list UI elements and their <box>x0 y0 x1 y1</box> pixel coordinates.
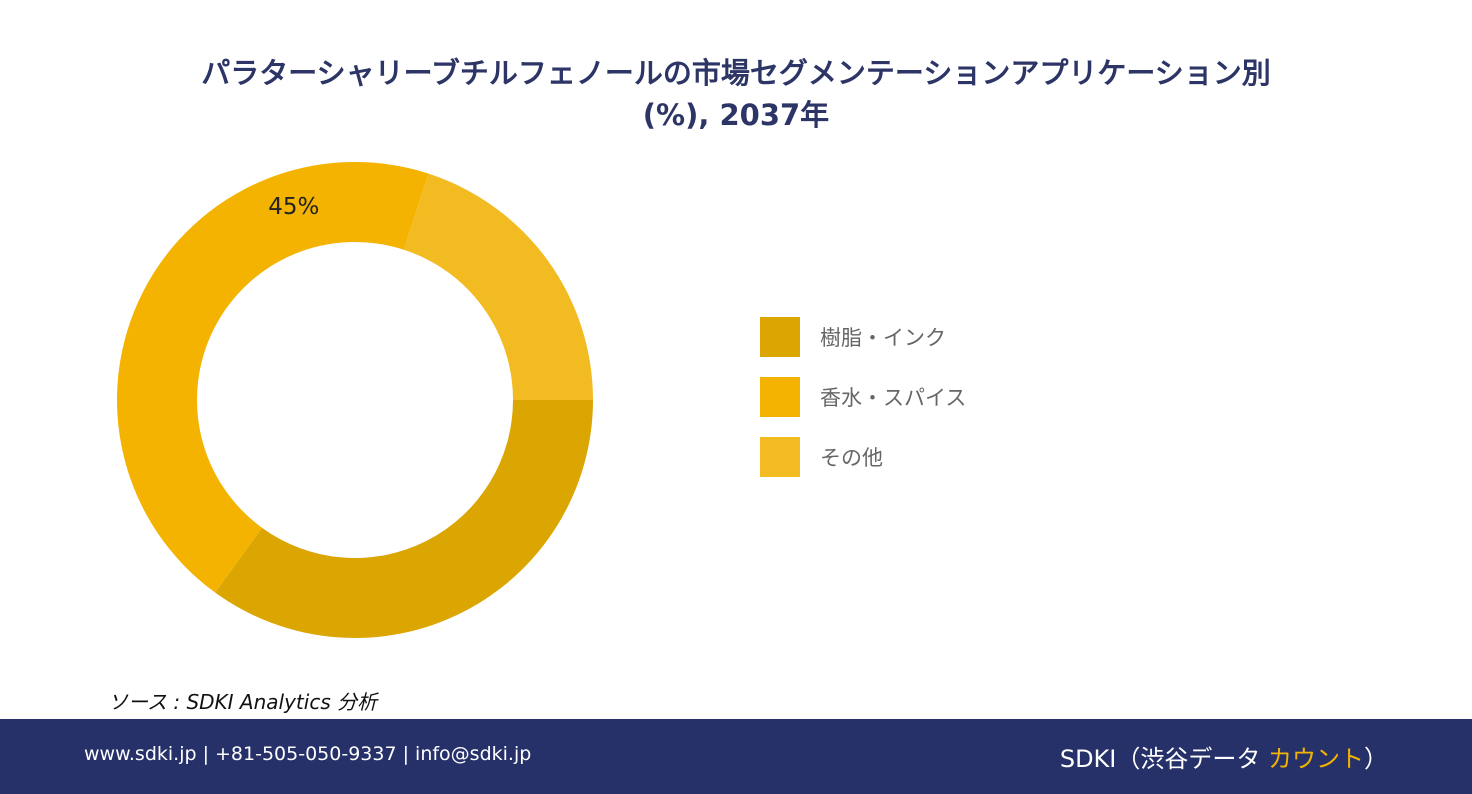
footer-brand-accent: カウント <box>1268 745 1364 773</box>
legend-swatch <box>760 317 800 357</box>
donut-slices <box>116 161 593 638</box>
legend-item-2[interactable]: 香水・スパイス <box>760 377 966 417</box>
donut-chart: 45% <box>116 161 593 638</box>
footer-contact[interactable]: www.sdki.jp | +81-505-050-9337 | info@sd… <box>84 743 532 765</box>
legend-label: その他 <box>820 446 883 470</box>
legend-label: 樹脂・インク <box>820 326 946 350</box>
source-note: ソース : SDKI Analytics 分析 <box>108 690 378 714</box>
data-label-2: 45% <box>268 194 319 220</box>
chart-title: パラターシャリーブチルフェノールの市場セグメンテーションアプリケーション別 (%… <box>60 52 1412 136</box>
footer-bar: www.sdki.jp | +81-505-050-9337 | info@sd… <box>0 719 1472 794</box>
chart-title-line-1: パラターシャリーブチルフェノールの市場セグメンテーションアプリケーション別 <box>201 56 1271 90</box>
footer-brand-prefix: SDKI（渋谷データ <box>1059 745 1268 773</box>
donut-slice-3[interactable] <box>403 173 593 400</box>
legend-item-3[interactable]: その他 <box>760 437 966 477</box>
donut-slice-2[interactable] <box>116 161 429 593</box>
legend-item-1[interactable]: 樹脂・インク <box>760 317 966 357</box>
donut-slice-1[interactable] <box>215 400 593 638</box>
donut-data-labels: 45% <box>268 194 319 220</box>
chart-legend: 樹脂・インク 香水・スパイス その他 <box>760 317 966 497</box>
legend-swatch <box>760 437 800 477</box>
legend-label: 香水・スパイス <box>820 386 967 410</box>
chart-title-line-2: (%), 2037年 <box>642 98 830 132</box>
footer-brand-suffix: ） <box>1364 745 1388 773</box>
footer-brand: SDKI（渋谷データ カウント） <box>1060 739 1388 774</box>
legend-swatch <box>760 377 800 417</box>
